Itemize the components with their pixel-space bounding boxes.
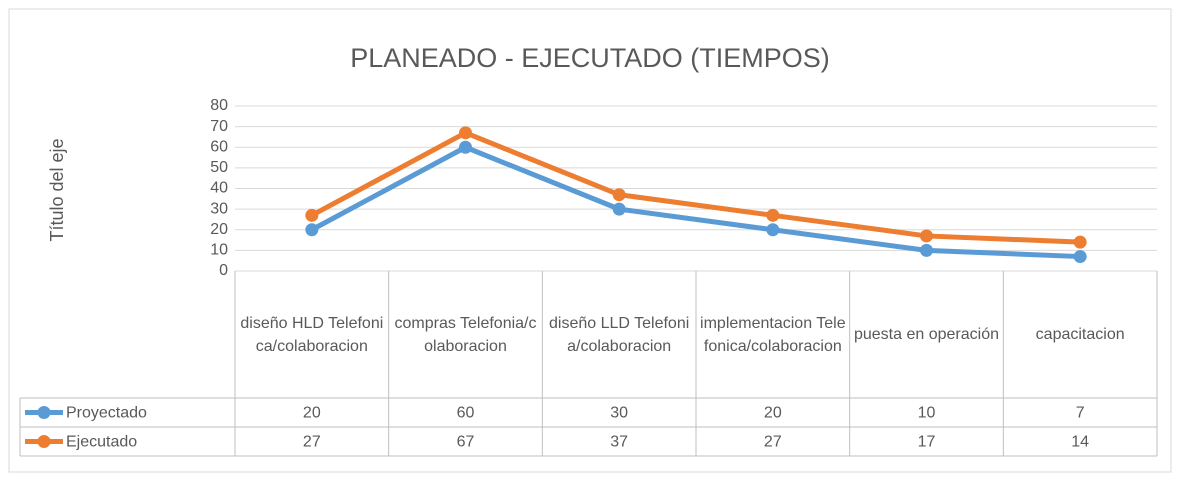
point [305,208,319,222]
table-value: 14 [1071,434,1089,451]
chart-border [8,8,1172,473]
y-tick-label: 40 [210,180,228,197]
legend-swatch [37,406,51,419]
table-value: 37 [610,434,628,451]
table-value: 7 [1076,405,1085,422]
point [1073,235,1087,249]
y-tick-label: 50 [210,159,228,176]
x-tick-label: compras Telefonia/colaboracion [394,314,537,355]
y-tick-label: 20 [210,221,228,238]
x-tick-label: diseño HLD Telefonica/colaboracion [240,314,384,355]
series-line [310,144,1081,260]
point [612,202,626,216]
table-value: 20 [303,405,321,422]
y-axis-title: Título del eje [47,138,67,241]
point [766,208,780,222]
point [612,188,626,202]
x-tick-label: diseño LLD Telefonia/colaboracion [549,314,690,355]
y-tick-label: 0 [219,262,228,279]
y-tick-label: 80 [210,97,228,114]
point [459,140,472,154]
x-tick-label: capacitacion [1035,326,1125,343]
table-value: 67 [457,434,475,451]
legend-swatch [37,435,51,448]
y-tick-label: 30 [210,200,228,217]
point [766,223,780,237]
table-value: 60 [457,405,475,422]
point [1073,250,1087,264]
table-value: 27 [764,434,782,451]
point [305,223,319,237]
y-tick-label: 70 [210,118,228,135]
table-value: 20 [764,405,782,422]
legend-label: Proyectado [66,405,147,422]
table-value: 10 [918,405,936,422]
y-tick-label: 10 [210,242,228,259]
chart-title: PLANEADO - EJECUTADO (TIEMPOS) [350,43,830,73]
legend-label: Ejecutado [66,434,137,451]
y-tick-label: 60 [210,138,228,155]
point [920,229,933,243]
point [920,243,933,257]
x-tick-label: implementacion Telefonica/colaboracion [700,314,846,355]
table-value: 17 [918,434,936,451]
series-line [310,130,1081,245]
point [459,126,472,140]
table-value: 27 [303,434,321,451]
x-tick-label: puesta en operación [853,326,999,343]
table-value: 30 [610,405,628,422]
